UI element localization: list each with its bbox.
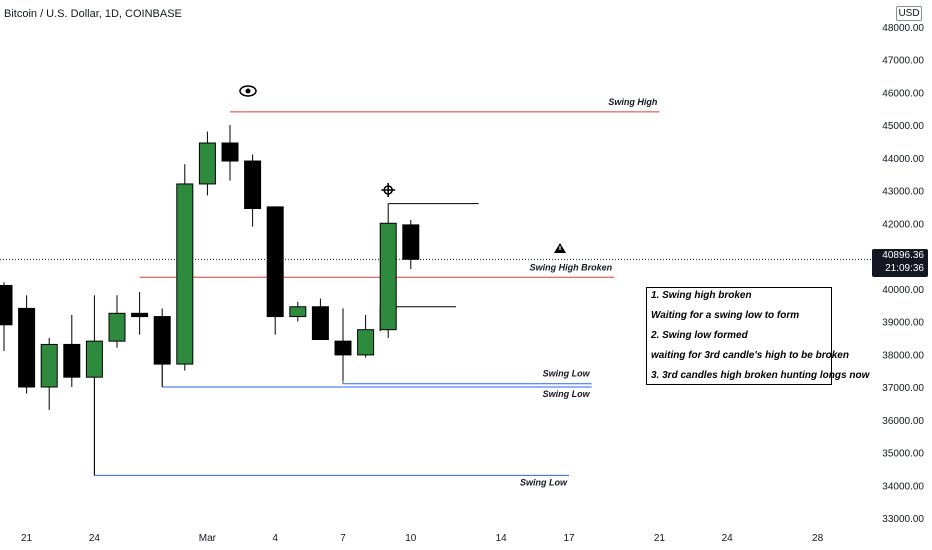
candle-body (289, 306, 307, 318)
annotation-line: waiting for 3rd candle's high to be brok… (651, 350, 849, 361)
y-tick-label: 48000.00 (882, 23, 924, 34)
x-tick-label: Mar (199, 533, 217, 544)
bar-countdown: 21:09:36 (885, 263, 924, 274)
candle-body (198, 142, 216, 185)
candle-body (18, 307, 36, 388)
y-tick-label: 34000.00 (882, 481, 924, 492)
annotation-line: 2. Swing low formed (651, 330, 748, 341)
candle (40, 337, 58, 410)
chart-title: Bitcoin / U.S. Dollar, 1D, COINBASE (4, 8, 182, 20)
candle-body (40, 343, 58, 388)
y-tick-label: 39000.00 (882, 318, 924, 329)
candle (63, 314, 81, 387)
level-label: Swing Low (520, 477, 568, 487)
candle-body (153, 316, 171, 365)
candle-body (85, 340, 103, 378)
candle-body (266, 206, 284, 318)
candle-body (221, 142, 239, 162)
candle (176, 164, 194, 371)
warning-icon-mark (559, 246, 561, 250)
candle (85, 295, 103, 476)
candle-body (311, 306, 329, 341)
candle (131, 292, 149, 335)
candle (357, 314, 375, 358)
level-label: Swing High Broken (530, 262, 613, 272)
eye-icon-pupil (245, 88, 251, 94)
annotation-line: 3. 3rd candles high broken hunting longs… (651, 370, 870, 381)
x-tick-label: 7 (340, 533, 346, 544)
eye-icon (239, 85, 257, 97)
last-price: 40896.36 (882, 250, 924, 261)
candle (18, 295, 36, 394)
candle (289, 301, 307, 322)
candle-body (379, 222, 397, 331)
y-tick-label: 42000.00 (882, 219, 924, 230)
candle-body (176, 183, 194, 365)
candle (108, 295, 126, 348)
y-tick-label: 36000.00 (882, 416, 924, 427)
x-tick-label: 24 (89, 533, 101, 544)
y-tick-label: 46000.00 (882, 88, 924, 99)
candle (221, 125, 239, 181)
eye-icon-outline (239, 85, 257, 97)
x-tick-label: 21 (21, 533, 33, 544)
y-tick-label: 33000.00 (882, 514, 924, 525)
candle (266, 206, 284, 335)
y-tick-label: 44000.00 (882, 154, 924, 165)
candle (379, 203, 397, 338)
candle-body (357, 329, 375, 356)
candle (311, 298, 329, 341)
candle-body (244, 160, 262, 210)
candle-body (402, 224, 420, 260)
x-tick-label: 14 (496, 533, 508, 544)
candle (244, 154, 262, 227)
level-label: Swing Low (543, 389, 591, 399)
level-label: Swing Low (543, 369, 591, 379)
y-tick-label: 35000.00 (882, 449, 924, 460)
x-tick-label: 10 (405, 533, 417, 544)
candle-body (334, 340, 352, 356)
currency-button[interactable]: USD (896, 6, 922, 21)
candle (334, 308, 352, 381)
x-tick-label: 17 (563, 533, 575, 544)
x-tick-label: 28 (812, 533, 824, 544)
y-tick-label: 43000.00 (882, 187, 924, 198)
warning-icon (554, 243, 566, 253)
candle (0, 282, 13, 351)
annotation-box[interactable]: 1. Swing high broken Waiting for a swing… (646, 287, 869, 385)
candle (402, 219, 420, 270)
y-tick-label: 40000.00 (882, 285, 924, 296)
y-tick-label: 45000.00 (882, 121, 924, 132)
candle (153, 308, 171, 387)
x-tick-label: 21 (654, 533, 666, 544)
candle (198, 131, 216, 196)
x-tick-label: 4 (272, 533, 278, 544)
x-tick-label: 24 (722, 533, 734, 544)
y-tick-label: 47000.00 (882, 56, 924, 67)
last-price-tag: 40896.36 21:09:36 (872, 249, 928, 277)
candle-body (0, 284, 13, 326)
annotation-line: Waiting for a swing low to form (651, 310, 800, 321)
y-tick-label: 38000.00 (882, 350, 924, 361)
candle-body (108, 312, 126, 342)
level-label: Swing High (608, 97, 657, 107)
candle-body (63, 343, 81, 378)
crosshair-icon (381, 183, 396, 197)
y-tick-label: 37000.00 (882, 383, 924, 394)
candle-body (131, 312, 149, 318)
annotation-line: 1. Swing high broken (651, 290, 752, 301)
